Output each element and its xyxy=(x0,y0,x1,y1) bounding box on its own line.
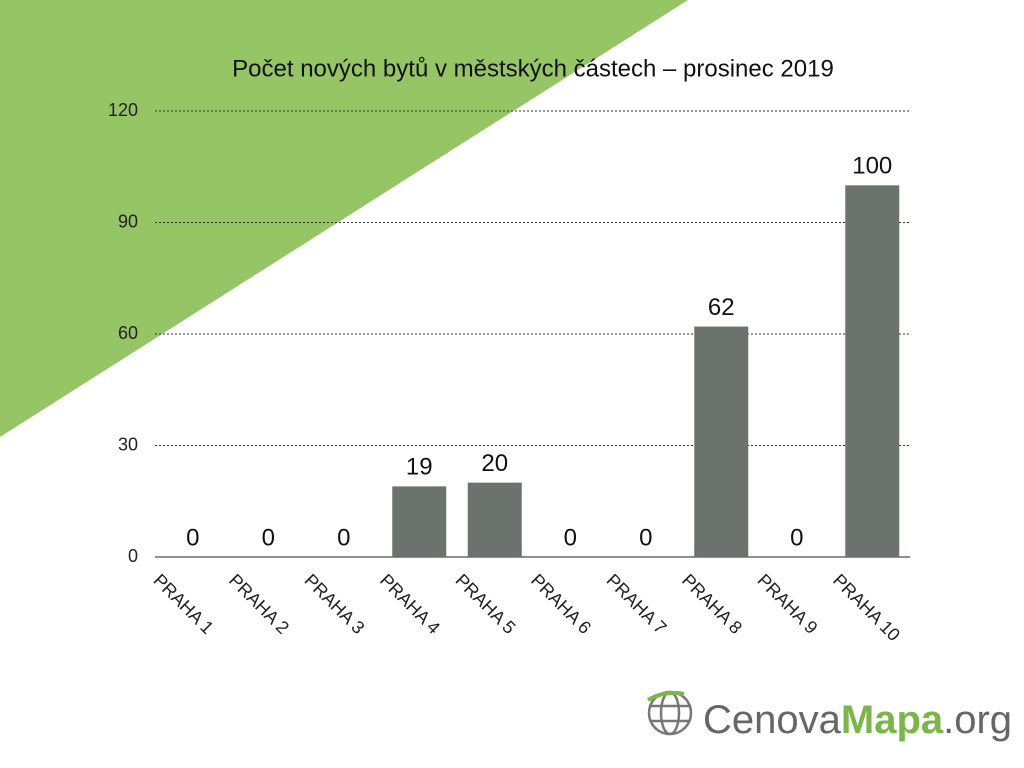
x-tick-label: PRAHA 7 xyxy=(603,570,671,638)
bar xyxy=(694,326,749,557)
y-tick-label: 60 xyxy=(118,323,138,343)
x-tick-label: PRAHA 8 xyxy=(678,570,746,638)
logo-part: Mapa xyxy=(841,698,944,742)
bar xyxy=(467,482,522,557)
x-tick-label: PRAHA 4 xyxy=(376,570,444,638)
value-label: 0 xyxy=(790,524,803,551)
x-tick-label: PRAHA 6 xyxy=(527,570,595,638)
logo-part: Cenova xyxy=(703,698,842,742)
bar xyxy=(845,185,900,558)
x-tick-label: PRAHA 9 xyxy=(754,570,822,638)
y-tick-label: 90 xyxy=(118,211,138,231)
value-label: 0 xyxy=(337,524,350,551)
value-label: 0 xyxy=(186,524,199,551)
x-tick-label: PRAHA 2 xyxy=(225,570,293,638)
y-tick-label: 120 xyxy=(108,100,138,120)
y-tick-label: 0 xyxy=(128,546,138,566)
value-label: 0 xyxy=(639,524,652,551)
y-tick-label: 30 xyxy=(118,434,138,454)
chart-title: Počet nových bytů v městských částech – … xyxy=(232,55,834,82)
value-label: 0 xyxy=(564,524,577,551)
value-label: 19 xyxy=(406,454,433,481)
value-label: 20 xyxy=(481,450,508,477)
x-tick-label: PRAHA 5 xyxy=(452,570,520,638)
bar xyxy=(392,486,447,557)
logo-part: .org xyxy=(943,698,1012,742)
logo-icon xyxy=(646,690,693,736)
value-label: 62 xyxy=(708,294,735,321)
background-triangle xyxy=(0,0,688,437)
logo-text: CenovaMapa.org xyxy=(703,698,1012,742)
value-label: 100 xyxy=(852,153,892,180)
x-tick-label: PRAHA 3 xyxy=(301,570,369,638)
x-tick-label: PRAHA 1 xyxy=(150,570,218,638)
x-tick-label: PRAHA 10 xyxy=(829,570,904,645)
value-label: 0 xyxy=(262,524,275,551)
